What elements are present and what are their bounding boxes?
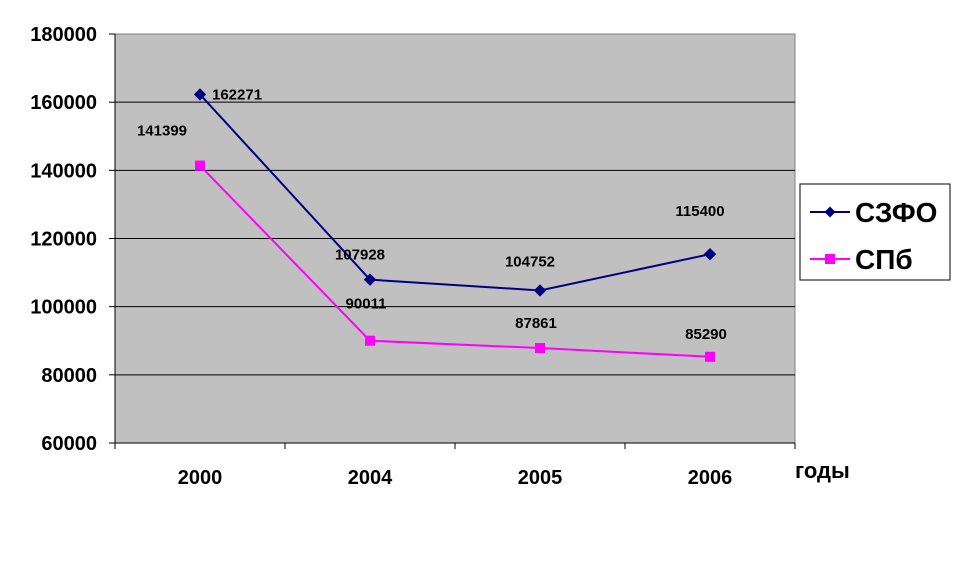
data-label: 90011: [346, 296, 387, 313]
data-point-marker: [705, 351, 715, 362]
y-tick-label: 180000: [30, 24, 97, 46]
x-tick-label: 2005: [518, 467, 563, 489]
y-tick-label: 120000: [30, 229, 97, 251]
legend-marker: [824, 206, 836, 218]
data-label: 104752: [505, 253, 555, 270]
data-label: 162271: [212, 86, 262, 103]
series-line-spb: [199, 164, 711, 358]
data-label: 107928: [335, 247, 385, 264]
series-line-szfo: [199, 93, 711, 292]
data-label: 141399: [137, 123, 187, 140]
x-tick-label: 2000: [178, 467, 223, 489]
data-point-marker: [193, 88, 207, 101]
y-axis: 60000 80000 100000 120000 140000 160000 180000: [30, 24, 116, 455]
legend: СЗФО СПб: [799, 183, 951, 281]
x-axis-title: годы: [795, 458, 850, 483]
y-tick-label: 100000: [30, 297, 97, 319]
data-point-marker: [703, 247, 717, 261]
x-axis: 2000 2004 2005 2006: [114, 442, 796, 489]
series-group: 162271 107928 104752 115400 141399 90011 87861…: [137, 86, 727, 362]
legend-label: СЗФО: [855, 197, 937, 228]
gridlines: [115, 101, 795, 376]
data-point-marker: [533, 284, 547, 297]
legend-label: СПб: [855, 244, 913, 275]
x-tick-label: 2004: [348, 467, 393, 489]
data-label: 87861: [515, 315, 557, 332]
data-point-marker: [535, 343, 545, 354]
data-label: 85290: [685, 326, 727, 343]
data-point-marker: [195, 160, 205, 171]
y-tick-label: 160000: [30, 92, 97, 114]
data-point-marker: [363, 273, 377, 286]
y-tick-label: 140000: [30, 160, 97, 182]
legend-marker: [825, 254, 835, 264]
x-tick-label: 2006: [688, 467, 733, 489]
y-tick-label: 80000: [41, 365, 97, 387]
data-label: 115400: [675, 203, 724, 220]
data-point-marker: [365, 335, 375, 346]
y-tick-label: 60000: [41, 433, 97, 455]
